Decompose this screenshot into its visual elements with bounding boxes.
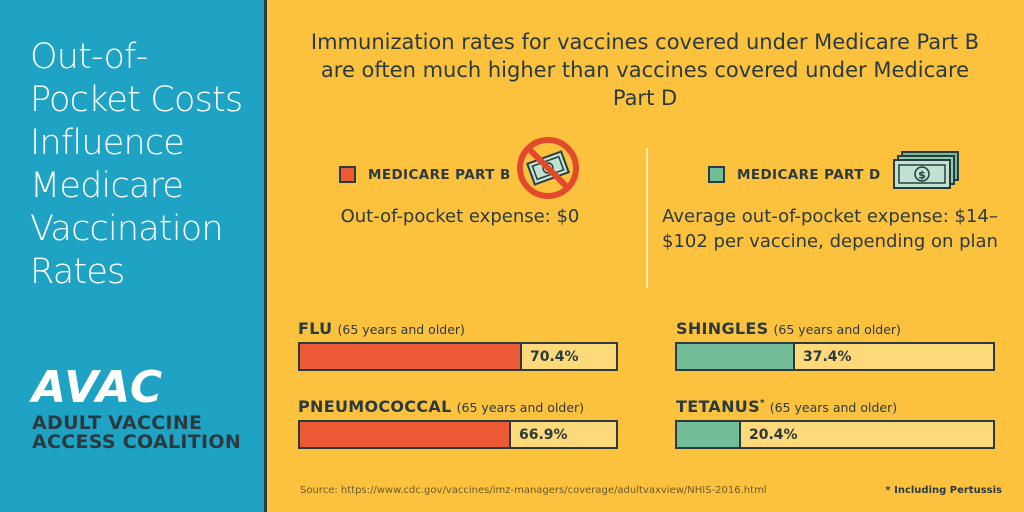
bar-fill-shingles — [677, 344, 795, 369]
headline: Out-of- Pocket Costs Influence Medicare … — [30, 36, 260, 294]
legend-label-part-b: MEDICARE PART B — [368, 166, 511, 183]
bar-shingles: 37.4% — [675, 342, 995, 371]
legend-swatch-part-d — [708, 166, 725, 183]
svg-text:$: $ — [918, 169, 926, 182]
source-citation: Source: https://www.cdc.gov/vaccines/imz… — [300, 485, 767, 496]
sidebar-panel: Out-of- Pocket Costs Influence Medicare … — [0, 0, 267, 512]
bar-label-flu: FLU (65 years and older) — [298, 319, 465, 338]
part-b-expense: Out-of-pocket expense: $0 — [340, 206, 580, 227]
bar-flu: 70.4% — [298, 342, 618, 371]
bar-category: TETANUS — [676, 397, 760, 416]
bar-tetanus: 20.4% — [675, 420, 995, 449]
bar-label-pneumococcal: PNEUMOCOCCAL (65 years and older) — [298, 397, 584, 416]
bar-fill-pneumococcal — [300, 422, 511, 447]
bar-category: PNEUMOCOCCAL — [298, 397, 452, 416]
tetanus-asterisk: * — [759, 398, 765, 409]
legend-part-b: MEDICARE PART B — [339, 166, 511, 183]
bar-note: (65 years and older) — [769, 400, 898, 415]
legend-part-d: MEDICARE PART D — [708, 166, 881, 183]
bar-label-shingles: SHINGLES (65 years and older) — [676, 319, 901, 338]
money-stack-icon: $ — [893, 151, 959, 189]
headline-line: Vaccination — [30, 209, 224, 249]
legend-swatch-part-b — [339, 166, 356, 183]
bar-value-flu: 70.4% — [530, 349, 579, 365]
logo-subtitle: ADULT VACCINE ACCESS COALITION — [32, 414, 241, 452]
bar-fill-tetanus — [677, 422, 741, 447]
headline-line: Pocket Costs — [30, 80, 243, 120]
bar-value-shingles: 37.4% — [803, 349, 852, 365]
footnote: * Including Pertussis — [885, 485, 1002, 496]
avac-logo: AVAC — [32, 362, 164, 413]
bar-fill-flu — [300, 344, 522, 369]
no-money-icon — [517, 137, 579, 199]
headline-line: Rates — [30, 252, 125, 292]
logo-subtitle-line: ADULT VACCINE — [32, 412, 203, 434]
bar-note: (65 years and older) — [337, 322, 465, 337]
bar-label-tetanus: TETANUS* (65 years and older) — [676, 397, 897, 416]
bar-note: (65 years and older) — [456, 400, 585, 415]
headline-line: Out-of- — [30, 37, 148, 77]
headline-line: Medicare — [30, 166, 184, 206]
bar-category: FLU — [298, 319, 333, 338]
bar-category: SHINGLES — [676, 319, 769, 338]
headline-line: Influence — [30, 123, 185, 163]
bar-pneumococcal: 66.9% — [298, 420, 618, 449]
main-title: Immunization rates for vaccines covered … — [310, 30, 980, 110]
legend-label-part-d: MEDICARE PART D — [737, 166, 881, 183]
column-divider — [646, 148, 648, 288]
part-d-expense: Average out-of-pocket expense: $14–$102 … — [662, 206, 998, 252]
bar-value-pneumococcal: 66.9% — [519, 427, 568, 443]
bar-value-tetanus: 20.4% — [749, 427, 798, 443]
bar-note: (65 years and older) — [773, 322, 901, 337]
logo-subtitle-line: ACCESS COALITION — [32, 431, 242, 453]
